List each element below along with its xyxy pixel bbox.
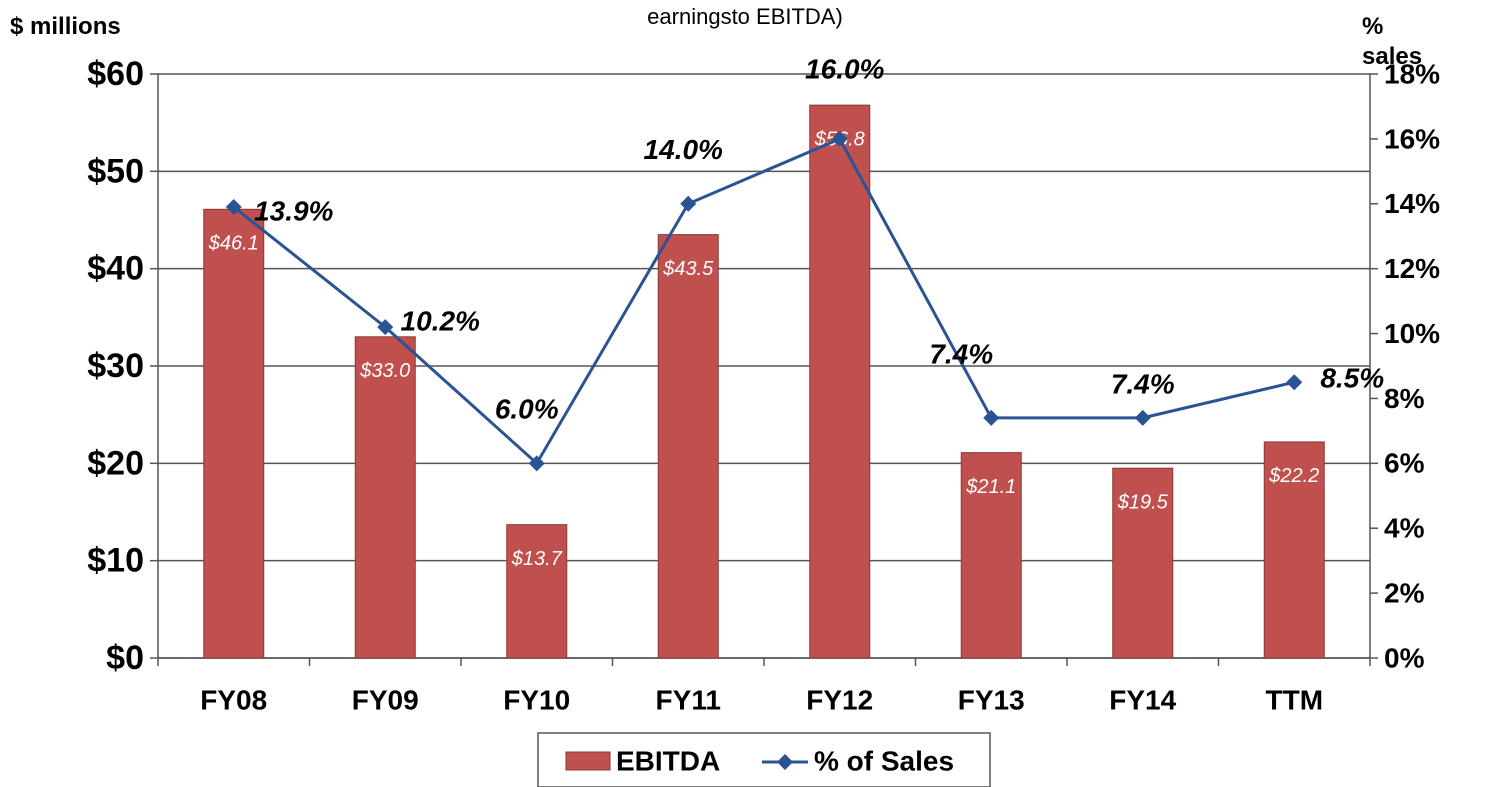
y2-tick-label: 10% xyxy=(1384,318,1440,349)
bar xyxy=(203,208,265,659)
line-marker xyxy=(528,455,545,472)
line-value-label: 10.2% xyxy=(401,305,480,336)
y2-tick-label: 2% xyxy=(1384,578,1425,609)
y-tick-label: $30 xyxy=(87,347,144,385)
bar-value-label: $46.1 xyxy=(208,233,259,255)
bar-value-label: $33.0 xyxy=(359,360,410,382)
line-value-label: 7.4% xyxy=(929,338,993,369)
line-value-label: 7.4% xyxy=(1111,368,1175,399)
y-tick-label: $0 xyxy=(106,639,144,677)
bar-value-label: $22.2 xyxy=(1268,465,1319,487)
y2-tick-label: 12% xyxy=(1384,253,1440,284)
bar-value-label: $19.5 xyxy=(1117,491,1169,513)
bar xyxy=(1112,467,1174,659)
x-tick-label: FY14 xyxy=(1109,684,1176,715)
y-tick-label: $20 xyxy=(87,444,144,482)
y2-tick-label: 4% xyxy=(1384,513,1425,544)
bar xyxy=(960,452,1022,659)
line-marker xyxy=(983,409,1000,426)
line-marker xyxy=(1134,409,1151,426)
y-tick-label: $40 xyxy=(87,250,144,288)
line-marker xyxy=(680,195,697,212)
line-marker xyxy=(377,319,394,336)
line-marker xyxy=(831,130,848,147)
bar xyxy=(354,336,416,659)
x-tick-label: FY10 xyxy=(503,684,570,715)
chart-title: earningsto EBITDA) xyxy=(647,4,843,29)
y2-axis-label: % sales xyxy=(1362,13,1423,70)
legend-marker xyxy=(777,754,793,770)
x-tick-label: FY12 xyxy=(806,684,873,715)
line xyxy=(232,136,1295,466)
line-marker xyxy=(1286,374,1303,391)
y2-tick-label: 8% xyxy=(1384,383,1425,414)
y2-tick-label: 6% xyxy=(1384,448,1425,479)
x-tick-label: FY13 xyxy=(958,684,1025,715)
bar-value-label: $13.7 xyxy=(511,548,563,570)
y-axis-label: $ millions xyxy=(10,13,121,40)
legend-label: % of Sales xyxy=(814,745,954,776)
bar xyxy=(1263,441,1325,659)
y2-tick-label: 16% xyxy=(1384,123,1440,154)
y2-tick-label: 0% xyxy=(1384,642,1425,673)
x-tick-label: FY08 xyxy=(200,684,267,715)
y-tick-label: $10 xyxy=(87,542,144,580)
x-tick-label: FY09 xyxy=(352,684,419,715)
bar-value-label: $21.1 xyxy=(965,476,1016,498)
legend-label: EBITDA xyxy=(616,745,720,776)
line-value-label: 6.0% xyxy=(495,394,559,425)
line-value-label: 16.0% xyxy=(805,53,884,84)
bar xyxy=(506,524,568,659)
bar xyxy=(809,104,871,659)
legend-swatch xyxy=(565,751,611,771)
line-marker xyxy=(225,199,242,216)
line-value-label: 8.5% xyxy=(1320,363,1384,394)
x-tick-label: TTM xyxy=(1265,684,1323,715)
bar xyxy=(657,234,719,659)
line-value-label: 14.0% xyxy=(644,134,723,165)
x-tick-label: FY11 xyxy=(656,684,721,715)
legend-box xyxy=(537,732,991,787)
y2-tick-label: 14% xyxy=(1384,188,1440,219)
y2-tick-label: 18% xyxy=(1384,58,1440,89)
bar-value-label: $43.5 xyxy=(662,258,714,280)
y-tick-label: $50 xyxy=(87,152,144,190)
line-value-label: 13.9% xyxy=(254,195,333,226)
y-tick-label: $60 xyxy=(87,55,144,93)
